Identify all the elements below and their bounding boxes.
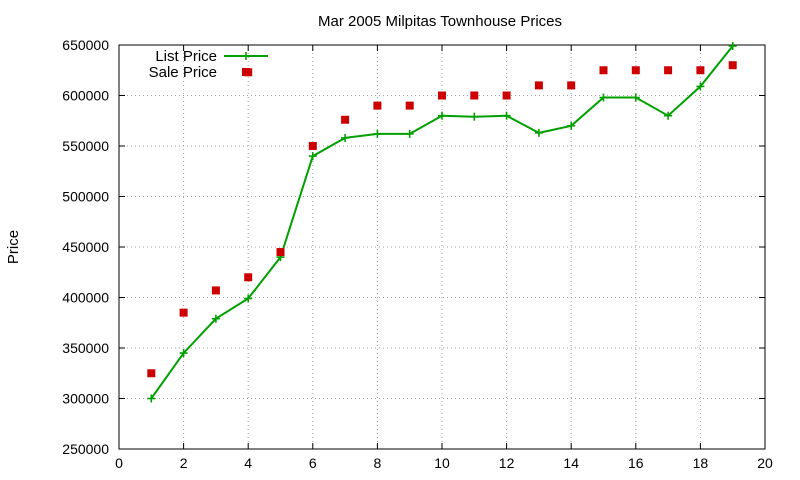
legend-sample-sale-price <box>242 68 250 76</box>
y-tick-label: 450000 <box>62 239 109 255</box>
sale-price-point <box>373 101 382 110</box>
list-price-point <box>696 82 705 91</box>
list-price-point <box>567 121 576 130</box>
x-tick-label: 16 <box>628 455 644 471</box>
y-tick-label: 300000 <box>62 391 109 407</box>
list-price-point <box>341 133 350 142</box>
legend-label-sale-price: Sale Price <box>149 64 217 81</box>
sale-price-point <box>438 91 446 100</box>
x-tick-label: 2 <box>180 455 188 471</box>
list-price-point <box>599 93 608 102</box>
list-price-point <box>502 111 511 120</box>
legend-label-list-price: List Price <box>155 48 217 65</box>
y-tick-label: 650000 <box>62 37 109 53</box>
x-tick-label: 12 <box>499 455 515 471</box>
sale-price-point <box>341 115 350 124</box>
sale-price-point <box>179 308 188 317</box>
legend-sample-list-price <box>224 52 268 60</box>
legend: List Price Sale Price <box>149 48 268 81</box>
list-price-point <box>534 128 543 137</box>
y-tick-label: 400000 <box>62 290 109 306</box>
list-price-point <box>244 294 253 303</box>
list-price-point <box>179 349 188 358</box>
sale-price-point <box>664 66 673 75</box>
list-price-point <box>438 111 446 120</box>
y-tick-label: 600000 <box>62 88 109 104</box>
x-tick-label: 10 <box>434 455 450 471</box>
list-price-point <box>728 42 737 51</box>
list-price-point <box>470 112 479 121</box>
list-price-point <box>211 314 220 323</box>
list-price-point <box>631 93 640 102</box>
sale-price-point <box>244 273 253 282</box>
sale-price-point <box>470 91 479 100</box>
sale-price-point <box>502 91 511 100</box>
x-tick-label: 8 <box>374 455 382 471</box>
y-tick-label: 550000 <box>62 138 109 154</box>
sale-price-point <box>147 369 156 378</box>
y-tick-label: 350000 <box>62 340 109 356</box>
x-tick-label: 18 <box>693 455 709 471</box>
sale-price-point <box>276 248 285 257</box>
list-price-point <box>405 129 414 138</box>
list-price-point <box>373 129 382 138</box>
y-tick-label: 250000 <box>62 441 109 457</box>
chart-title: Mar 2005 Milpitas Townhouse Prices <box>318 13 562 30</box>
legend-marker <box>242 68 250 76</box>
x-tick-label: 0 <box>115 455 123 471</box>
x-tick-label: 6 <box>309 455 317 471</box>
sale-price-point <box>631 66 640 75</box>
sale-price-point <box>567 81 576 90</box>
sale-price-point <box>599 66 608 75</box>
sale-price-point <box>308 142 317 150</box>
sale-price-point <box>728 61 737 70</box>
x-tick-label: 20 <box>757 455 773 471</box>
x-tick-label: 4 <box>244 455 252 471</box>
y-axis-label: Price <box>5 230 22 264</box>
sale-price-point <box>211 286 220 295</box>
x-tick-label: 14 <box>563 455 579 471</box>
list-price-point <box>308 152 317 161</box>
series <box>147 42 737 403</box>
sale-price-point <box>534 81 543 90</box>
grid <box>119 45 765 449</box>
list-price-point <box>147 394 156 403</box>
list-price-point <box>664 111 673 120</box>
sale-price-point <box>696 66 705 75</box>
legend-marker <box>242 52 250 60</box>
y-tick-label: 500000 <box>62 189 109 205</box>
sale-price-point <box>405 101 414 110</box>
axis-ticks: 0 2 4 6 8 10 12 14 16 18 20 250000 300000 350000 40000… <box>62 37 773 471</box>
